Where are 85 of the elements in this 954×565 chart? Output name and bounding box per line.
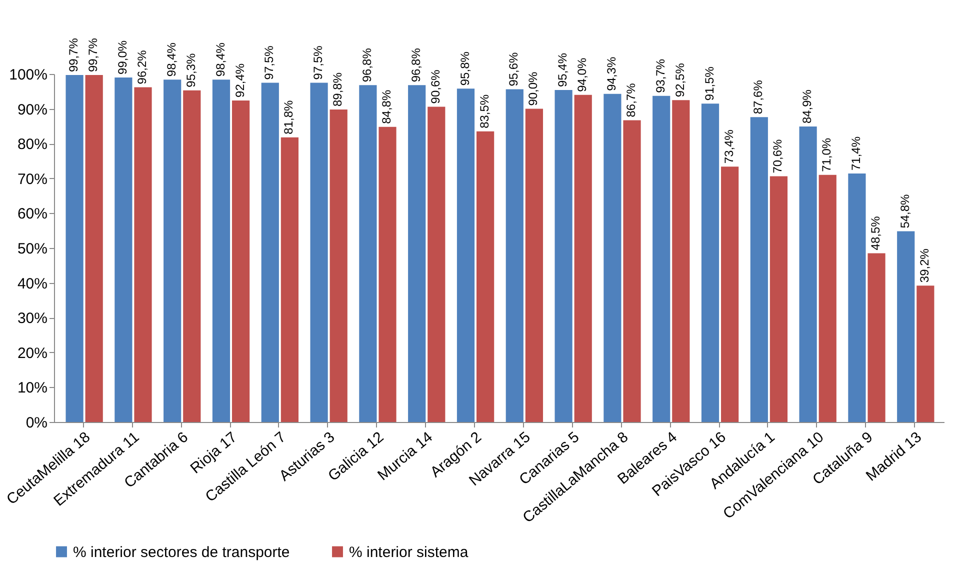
bar [604, 94, 622, 422]
data-label: 97,5% [262, 45, 276, 80]
bar [261, 82, 279, 422]
y-tick-label: 0% [26, 414, 48, 432]
data-label: 81,8% [282, 100, 296, 134]
bar [408, 85, 426, 422]
data-label: 39,2% [917, 248, 932, 283]
y-tick-label: 80% [17, 136, 48, 154]
bar [134, 87, 152, 422]
bar [359, 85, 377, 422]
data-label: 98,4% [164, 42, 178, 77]
bar [506, 89, 524, 422]
data-label: 86,7% [624, 82, 638, 118]
data-label: 70,6% [770, 138, 785, 174]
y-tick-label: 40% [17, 275, 48, 292]
data-label: 95,8% [458, 51, 472, 86]
bar [897, 231, 915, 422]
bar [66, 75, 84, 422]
bar [818, 174, 836, 422]
data-label: 99,7% [86, 38, 100, 72]
bar [525, 108, 544, 422]
y-tick-label: 90% [17, 101, 48, 118]
bar [652, 96, 670, 422]
bar [232, 100, 250, 422]
data-label: 97,5% [311, 45, 326, 80]
bar [378, 126, 396, 422]
data-label: 95,4% [556, 52, 570, 88]
data-label: 89,8% [330, 72, 345, 106]
y-tick-label: 100% [9, 66, 48, 84]
data-label: 90,0% [526, 71, 540, 106]
bar [330, 109, 348, 422]
bar [623, 120, 641, 422]
data-label: 94,3% [604, 56, 618, 91]
bar [848, 174, 866, 422]
bar [428, 106, 446, 422]
data-label: 99,0% [115, 40, 130, 74]
bar [868, 253, 886, 422]
legend-label: % interior sistema [349, 544, 469, 561]
y-tick-label: 60% [17, 206, 48, 223]
bar [672, 100, 690, 422]
bar [721, 166, 739, 422]
data-label: 90,6% [428, 69, 442, 104]
bar [164, 80, 182, 422]
data-label: 99,7% [66, 38, 81, 72]
bar [85, 75, 103, 422]
data-label: 84,9% [800, 89, 814, 124]
bar [916, 286, 934, 422]
bar [183, 90, 201, 422]
data-label: 48,5% [868, 216, 883, 250]
data-label: 96,8% [408, 48, 423, 82]
y-tick-label: 20% [17, 344, 48, 362]
bar [799, 126, 817, 422]
y-tick-label: 10% [17, 380, 48, 397]
bar [456, 88, 475, 422]
bar [750, 117, 768, 422]
data-label: 71,0% [820, 138, 834, 172]
data-label: 84,8% [380, 90, 394, 124]
bar [212, 80, 230, 422]
legend-label: % interior sectores de transporte [73, 544, 290, 561]
bar [770, 176, 788, 422]
y-tick-label: 30% [17, 310, 48, 328]
data-label: 92,4% [232, 63, 247, 98]
bar [574, 94, 592, 422]
data-label: 73,4% [722, 129, 736, 164]
data-label: 71,4% [848, 136, 863, 171]
y-tick-label: 50% [17, 240, 48, 258]
data-label: 83,5% [477, 94, 492, 128]
data-label: 93,7% [653, 58, 668, 93]
bar [280, 137, 299, 422]
data-label: 98,4% [213, 42, 228, 77]
bar [701, 104, 720, 422]
data-label: 92,5% [672, 62, 687, 98]
y-tick-label: 70% [17, 170, 48, 188]
data-label: 94,0% [575, 58, 590, 92]
data-label: 95,3% [184, 53, 198, 88]
data-label: 96,2% [135, 50, 150, 84]
data-label: 96,8% [360, 48, 374, 82]
bar [476, 131, 494, 422]
bar [554, 90, 572, 422]
data-label: 95,6% [506, 52, 521, 86]
data-label: 54,8% [898, 194, 912, 228]
data-label: 87,6% [751, 80, 766, 114]
bar [310, 82, 328, 422]
data-label: 91,5% [702, 66, 716, 101]
bar [114, 77, 132, 422]
